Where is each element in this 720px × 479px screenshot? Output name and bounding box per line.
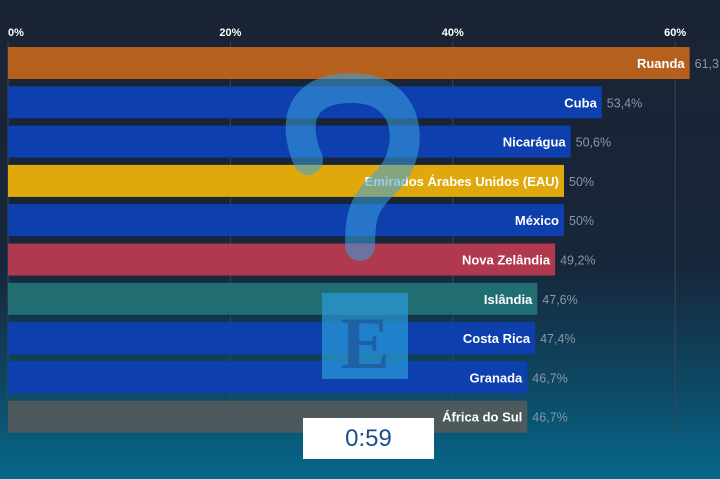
bar — [8, 282, 538, 315]
timer-display: 0:59 — [303, 418, 434, 459]
x-tick-label: 40% — [442, 27, 464, 39]
bar-category-label: Cuba — [564, 95, 597, 110]
bar-category-label: Nicarágua — [503, 135, 567, 150]
x-tick-label: 60% — [664, 27, 686, 39]
bar — [8, 47, 690, 79]
bar-value-label: 47,6% — [542, 293, 577, 307]
bar-value-label: 49,2% — [560, 254, 595, 268]
bar — [8, 243, 556, 276]
bar-value-label: 47,4% — [540, 332, 575, 346]
bar-category-label: Ruanda — [637, 56, 685, 71]
bar-value-label: 61,3 — [695, 57, 719, 71]
bar — [8, 361, 528, 394]
bar-category-label: Costa Rica — [463, 331, 531, 346]
bar-category-label: Nova Zelândia — [462, 253, 551, 268]
bar — [8, 204, 564, 237]
bar-category-label: Granada — [470, 370, 524, 385]
bar-category-label: México — [515, 213, 559, 228]
bar-category-label: Islândia — [484, 292, 533, 307]
bars: Ruanda 61,3 Cuba 53,4% Nicarágua 50,6% Emirado… — [8, 47, 719, 433]
bar-category-label: Emirados Árabes Unidos (EAU) — [365, 174, 559, 189]
bar-value-label: 46,7% — [532, 411, 567, 425]
bar-value-label: 53,4% — [607, 96, 642, 110]
bar-value-label: 50% — [569, 214, 594, 228]
bar-value-label: 50,6% — [576, 136, 611, 150]
x-tick-label: 0% — [8, 27, 24, 39]
bar-category-label: África do Sul — [442, 410, 522, 425]
bar-value-label: 46,7% — [532, 371, 567, 385]
bar — [8, 125, 571, 158]
bar-value-label: 50% — [569, 175, 594, 189]
bar — [8, 400, 528, 433]
bar — [8, 86, 602, 119]
x-tick-label: 20% — [219, 27, 241, 39]
bar — [8, 322, 536, 355]
x-axis-ticks: 0% 20% 40% 60% — [8, 27, 686, 39]
